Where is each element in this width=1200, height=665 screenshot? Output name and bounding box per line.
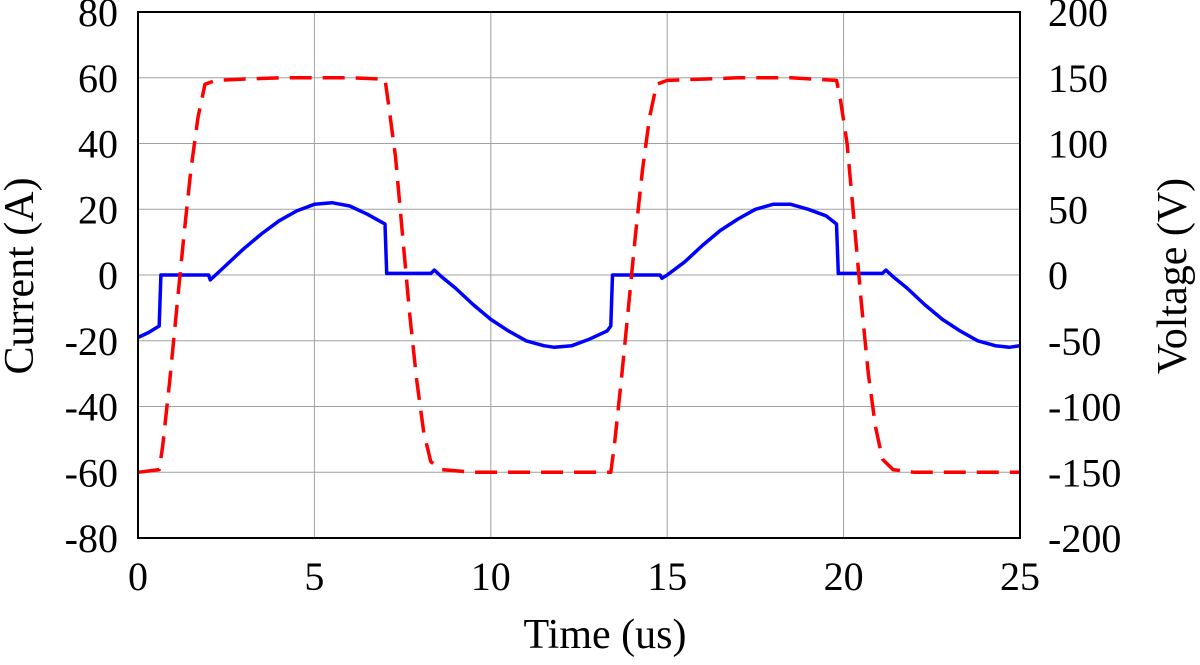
y-tick-label-left: -60: [65, 450, 118, 495]
y-tick-label-left: 80: [78, 0, 118, 35]
x-tick-label: 5: [304, 554, 324, 599]
y-tick-label-right: -100: [1048, 385, 1121, 430]
x-tick-label: 10: [471, 554, 511, 599]
y-tick-label-left: -80: [65, 516, 118, 561]
y-tick-label-left: 40: [78, 122, 118, 167]
plot-series: [137, 76, 1021, 475]
y-tick-label-left: 20: [78, 187, 118, 232]
x-tick-label: 20: [824, 554, 864, 599]
y-tick-label-right: -200: [1048, 516, 1121, 561]
x-axis-title: Time (us): [524, 612, 687, 658]
y-axis-title-left: Current (A): [0, 177, 43, 374]
x-tick-label: 25: [1000, 554, 1040, 599]
current-series-line: [137, 200, 1021, 350]
plot-frame: [137, 11, 1021, 539]
grid-lines: [137, 11, 1021, 539]
y-tick-label-right: 0: [1048, 253, 1068, 298]
x-tick-label: 0: [128, 554, 148, 599]
y-tick-label-left: -40: [65, 385, 118, 430]
y-tick-label-right: 200: [1048, 0, 1108, 35]
y-tick-label-left: -20: [65, 319, 118, 364]
y-tick-label-right: 50: [1048, 187, 1088, 232]
y-tick-label-left: 60: [78, 56, 118, 101]
y-tick-label-right: -150: [1048, 450, 1121, 495]
y-tick-label-left: 0: [98, 253, 118, 298]
voltage-series-line: [137, 76, 1020, 475]
tick-labels: 0 5 10 15 20 25-80-60-40-20020406080-200-150-…: [65, 0, 1122, 599]
y-tick-label-right: -50: [1048, 319, 1101, 364]
y-axis-title-right: Voltage (V): [1150, 178, 1196, 374]
y-tick-label-right: 100: [1048, 122, 1108, 167]
x-tick-label: 15: [647, 554, 687, 599]
y-tick-label-right: 150: [1048, 56, 1108, 101]
